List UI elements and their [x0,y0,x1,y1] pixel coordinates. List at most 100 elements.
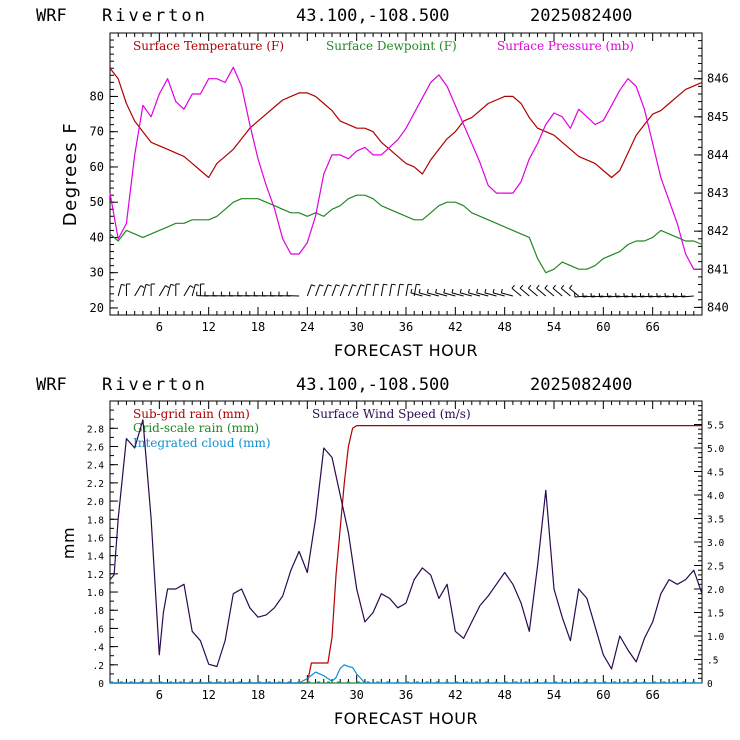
wind-barb-flag [451,288,454,294]
series-surface-temperature [109,67,703,179]
wind-barb-flag [366,283,371,286]
wind-barb [134,285,142,297]
x-tick-label: 54 [547,320,561,334]
wind-barb-flag [519,284,524,289]
y-tick-label: 20 [90,301,104,315]
wind-barb-flag [435,288,438,294]
wind-barb-flag [569,284,573,289]
panel-2-coords: 43.100,-108.500 [296,375,450,395]
panel-1-init: 2025082400 [530,6,632,26]
y-tick-label: 80 [90,89,104,103]
y2-tick-label: 2.5 [707,562,724,573]
wind-barb-flag [352,284,357,287]
wind-barb-flag [511,284,515,289]
y2-tick-label: 5.0 [707,444,724,455]
panel-2-x-axis: 6 12 18 24 30 36 42 48 54 60 66 [117,401,695,702]
wind-barb [583,295,596,298]
panel-2-y-axis: 0 .2 .4 .6 .8 1.0 1.2 1.4 1.6 1.8 2.0 2.2 2.4 2.6 2.8 [87,400,118,690]
wind-barb-flag [344,284,349,287]
y2-tick-label: 2.0 [707,585,724,596]
wind-barb [511,287,522,297]
wind-barb-flag [383,283,388,286]
x-tick-label: 12 [201,320,215,334]
wind-barb [648,295,661,298]
y-tick-label: 2.2 [87,479,104,490]
wind-barb [665,295,678,298]
x-tick-label: 24 [300,688,314,702]
y-tick-label: 2.6 [87,442,104,453]
wind-barb [183,285,191,297]
wind-barb-flag [319,284,324,287]
wind-barb [380,284,384,297]
wind-barb [519,287,530,297]
x-tick-label: 24 [300,320,314,334]
x-tick-label: 42 [448,320,462,334]
series-surface-wind-speed [109,419,703,670]
y2-tick-label: 0 [707,679,713,690]
legend-dewpoint: Surface Dewpoint (F) [326,39,457,53]
wind-barb [460,292,472,297]
legend-temperature: Surface Temperature (F) [133,39,284,53]
legend-wind-speed: Surface Wind Speed (m/s) [312,407,471,421]
y2-tick-label: 4.5 [707,468,724,479]
x-tick-label: 36 [399,688,413,702]
wind-barb [323,284,329,297]
x-tick-label: 18 [251,320,265,334]
y2-tick-label: 3.5 [707,515,724,526]
y-tick-label: 1.0 [87,588,104,599]
panel-2-y-axis-label: mm [59,527,78,559]
wind-barb [397,284,401,297]
wind-barb [451,292,464,297]
panel-2-x-axis-label: FORECAST HOUR [334,709,478,728]
y2-tick-label: 844 [707,148,729,162]
y-tick-label: 2.8 [87,424,104,435]
y-tick-label: 2.4 [87,461,104,472]
panel-2-series [109,419,703,684]
wind-barb-flag [544,284,548,289]
panel-2-y2-axis: 0 .5 1.0 1.5 2.0 2.5 3.0 3.5 4.0 4.5 5.0 5.5 [694,400,724,690]
wind-barb-flag [426,288,429,294]
wind-barb [599,295,612,298]
x-tick-label: 60 [596,320,610,334]
x-tick-label: 48 [497,688,511,702]
wind-barb [632,295,645,298]
wind-barb-flag [327,284,332,287]
y2-tick-label: 4.0 [707,491,724,502]
wind-barb [673,295,686,298]
wind-barb-flag [145,283,150,286]
x-tick-label: 66 [645,688,659,702]
panel-1-station: Riverton [102,6,208,26]
y2-tick-label: 5.5 [707,421,724,432]
y2-tick-label: .5 [707,656,718,667]
wind-barb-flag [416,283,421,286]
wind-barb-flag [360,284,365,287]
panel-2: WRF Riverton 43.100,-108.500 2025082400 … [36,375,724,728]
y-tick-label: 1.6 [87,533,104,544]
wind-barb-flag [410,288,413,294]
y-tick-label: 70 [90,125,104,139]
y-tick-label: 1.4 [87,552,104,563]
series-surface-dewpoint [109,194,703,274]
wind-barb-flag [195,283,200,286]
wind-barb [167,284,172,297]
y2-tick-label: 840 [707,300,729,314]
x-tick-label: 30 [349,320,363,334]
wind-barb [306,284,312,297]
panel-2-station: Riverton [102,375,208,395]
x-tick-label: 48 [497,320,511,334]
panel-2-init: 2025082400 [530,375,632,395]
wind-barb-flag [165,285,170,289]
x-tick-label: 12 [201,688,215,702]
panel-1-x-axis-label: FORECAST HOUR [334,341,478,360]
wind-barb [574,295,587,298]
legend-integrated-cloud: Integrated cloud (mm) [133,436,271,450]
panel-1-plot-frame [109,32,703,316]
series-sub-grid-rain [110,425,702,684]
series-integrated-cloud [110,664,702,684]
wind-barb-flag [560,284,565,289]
panel-1-y2-axis: 840 841 842 843 844 845 846 [694,32,729,316]
wind-barb [331,284,337,297]
panel-1-series [109,66,703,274]
panel-1-y-axis: 20 30 40 50 60 70 80 [90,32,118,316]
